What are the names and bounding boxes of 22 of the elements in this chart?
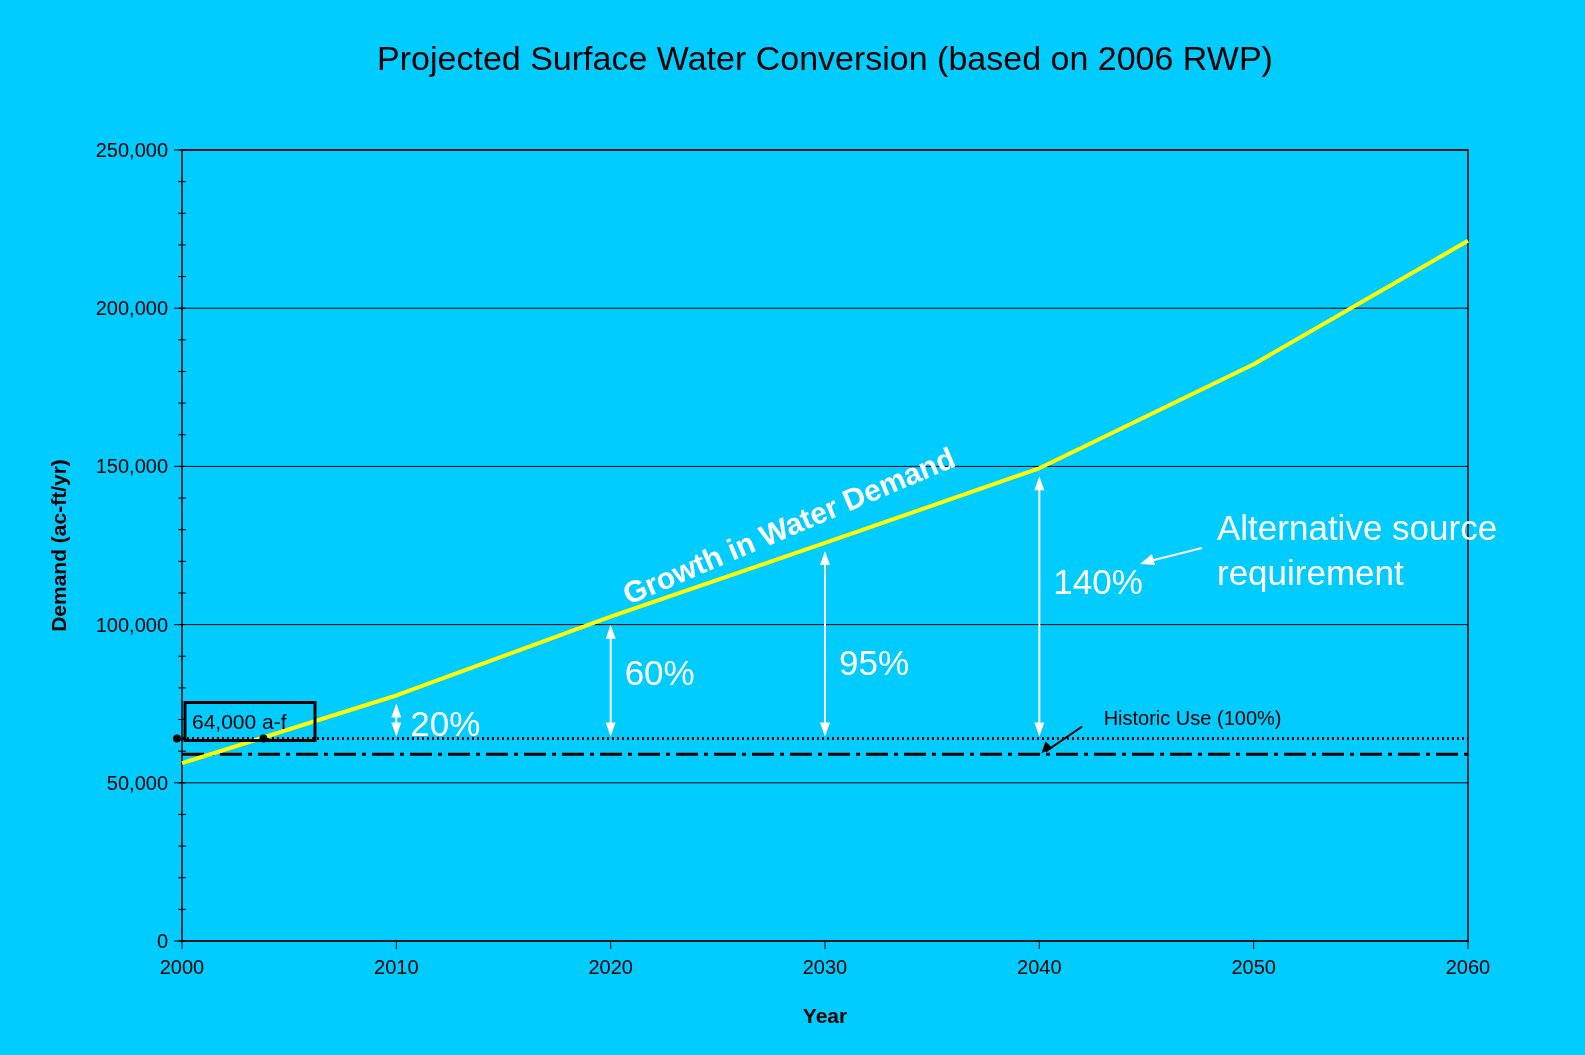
ref-line-label: Historic Use (100%) — [1103, 706, 1282, 729]
y-tick-label: 0 — [156, 930, 168, 952]
y-tick-label: 150,000 — [95, 455, 168, 478]
x-axis-title: Year — [802, 1004, 848, 1027]
y-tick-label: 100,000 — [95, 613, 168, 636]
x-tick-label: 2030 — [802, 956, 848, 978]
ref-line-label: 64,000 a-f — [192, 709, 287, 733]
x-tick-label: 2010 — [374, 956, 419, 978]
x-tick-label: 2040 — [1017, 956, 1062, 978]
annotation: 60% — [624, 652, 695, 692]
x-tick-label: 2020 — [588, 956, 633, 978]
annotation: 140% — [1053, 561, 1143, 601]
y-tick-label: 200,000 — [95, 297, 168, 320]
x-tick-label: 2000 — [159, 956, 205, 978]
annotation: 20% — [410, 703, 481, 743]
y-axis-title: Demand (ac-ft/yr) — [47, 459, 70, 632]
x-tick-label: 2060 — [1445, 956, 1491, 978]
y-tick-label: 50,000 — [106, 771, 168, 794]
y-tick-label: 250,000 — [95, 139, 168, 161]
chart-title: Projected Surface Water Conversion (based on 2006 RWP) — [377, 39, 1273, 77]
annotation: 95% — [839, 642, 910, 682]
x-tick-label: 2050 — [1231, 956, 1276, 978]
